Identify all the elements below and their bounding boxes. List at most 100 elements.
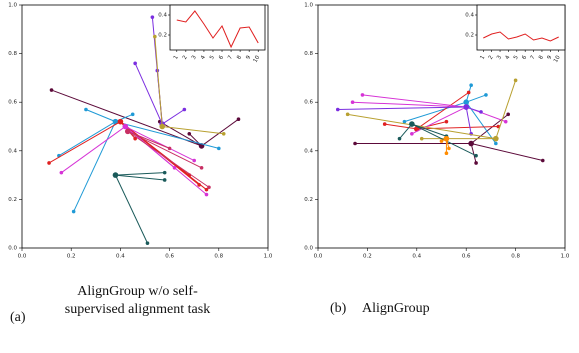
inset-frame (169, 4, 266, 51)
x-tick-label: 2 (488, 55, 495, 61)
member-point (410, 131, 414, 136)
y-tick-label: 0.2 (8, 197, 17, 203)
link (127, 130, 210, 188)
member-point (217, 146, 221, 151)
member-point (71, 209, 76, 214)
trend-line (176, 10, 259, 49)
x-tick-label: 3 (496, 54, 503, 60)
x-tick-label: 6 (218, 54, 225, 60)
link (466, 94, 487, 103)
y-tick-label: 0.0 (8, 246, 17, 252)
link (115, 172, 165, 176)
x-tick-label: 8 (538, 54, 545, 60)
x-tick-label: 1.0 (561, 254, 570, 260)
link (471, 143, 543, 162)
member-point (345, 112, 350, 117)
y-tick-label: 0.6 (8, 100, 17, 106)
member-point (204, 187, 209, 192)
link (48, 121, 121, 164)
link (161, 109, 185, 125)
center-point (493, 135, 499, 142)
member-point (444, 151, 449, 156)
member-point (439, 139, 444, 143)
member-point (335, 107, 340, 112)
x-tick-label: 1 (173, 55, 180, 61)
link (58, 121, 116, 157)
x-tick-label: 3 (191, 54, 198, 60)
member-point (167, 146, 172, 151)
link (352, 101, 467, 108)
x-tick-label: 1 (479, 55, 486, 61)
x-tick-label: 0.6 (462, 254, 471, 260)
center-point (124, 128, 131, 135)
member-point (540, 158, 545, 163)
member-point (469, 83, 473, 87)
member-point (133, 136, 137, 141)
member-point (447, 146, 451, 151)
member-point (494, 141, 498, 146)
center-point (112, 118, 119, 125)
trend-line (483, 31, 559, 42)
member-point (419, 136, 424, 141)
link (154, 36, 163, 127)
member-point (145, 241, 150, 245)
x-tick-label: 4 (505, 54, 512, 60)
member-point (444, 119, 449, 124)
member-point (199, 166, 204, 170)
member-point (207, 185, 211, 190)
y-tick-label: 0.2 (304, 197, 313, 203)
link (73, 121, 116, 212)
member-point (187, 131, 192, 136)
charts: 0.0 0.2 0.4 0.6 0.8 1.0 0.0 0.2 0.4 0.6 0.8 1.0 0.2 0… (8, 3, 570, 260)
x-tick-label: 0.0 (18, 254, 27, 260)
member-point (197, 183, 201, 187)
link (465, 106, 472, 134)
x-tick-label: 8 (236, 54, 243, 60)
x-tick-label: 2 (182, 55, 189, 61)
caption: AlignGroup (362, 301, 430, 316)
x-tick-label: 0.4 (412, 254, 421, 260)
x-tick-label: 1.0 (264, 254, 273, 260)
x-tick-label: 0.0 (314, 254, 323, 260)
member-point (84, 107, 88, 112)
x-tick-label: 6 (521, 54, 528, 60)
link (85, 109, 116, 123)
center-point (468, 140, 474, 147)
x-tick-label: 0.2 (67, 254, 76, 260)
x-tick-label: 0.4 (116, 254, 125, 260)
caption: AlignGroup w/o self-supervised alignment… (64, 284, 211, 317)
link (384, 123, 417, 130)
x-tick-label: 9 (546, 54, 553, 60)
y-tick-label: 0.2 (465, 33, 474, 39)
x-tick-label: 9 (245, 54, 252, 60)
link (411, 123, 447, 137)
member-point (133, 61, 137, 66)
link (411, 106, 467, 135)
y-tick-label: 0.4 (304, 148, 313, 154)
member-point (172, 166, 177, 170)
member-point (479, 110, 483, 114)
link (416, 126, 499, 130)
member-point (513, 78, 518, 83)
link (416, 92, 469, 130)
link (61, 126, 126, 174)
y-tick-label: 0.6 (304, 100, 313, 106)
member-point (236, 117, 241, 122)
x-tick-label: 0.2 (363, 254, 372, 260)
member-point (59, 170, 64, 175)
member-point (150, 15, 155, 19)
x-tick-label: 5 (513, 54, 520, 60)
link (495, 80, 517, 139)
link (201, 118, 239, 147)
link (162, 126, 224, 135)
x-tick-label: 10 (253, 54, 262, 63)
x-tick-label: 0.6 (165, 254, 174, 260)
member-point (402, 119, 407, 124)
x-tick-label: 10 (553, 54, 562, 63)
member-point (221, 131, 226, 136)
link (127, 130, 170, 149)
member-point (474, 153, 478, 158)
center-point (159, 123, 166, 130)
center-point (122, 123, 129, 130)
member-point (204, 192, 209, 197)
